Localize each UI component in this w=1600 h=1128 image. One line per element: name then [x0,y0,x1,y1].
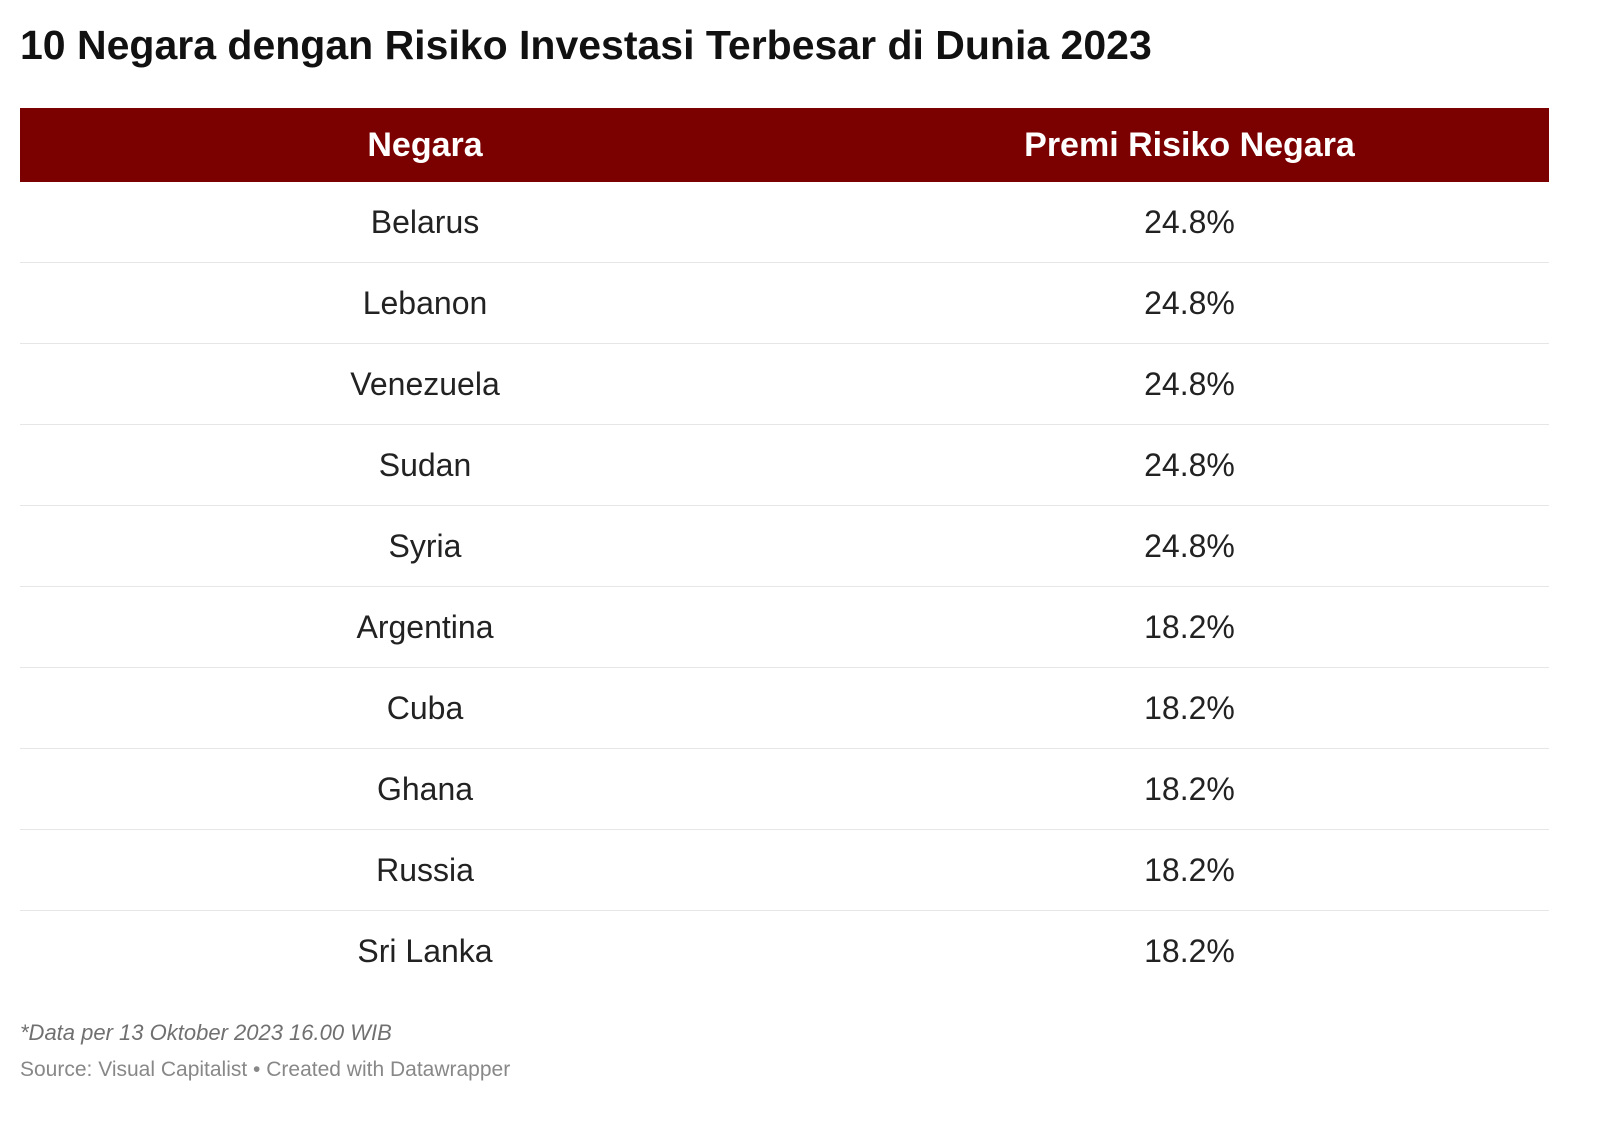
table-body: Belarus 24.8% Lebanon 24.8% Venezuela 24.8% Su… [20,182,1549,991]
cell-risk-premium: 24.8% [1144,446,1235,483]
cell-risk-premium: 18.2% [1144,770,1235,807]
chart-title: 10 Negara dengan Risiko Investasi Terbes… [20,22,1152,68]
cell-risk-premium: 24.8% [1144,365,1235,402]
table-row: Belarus 24.8% [20,182,1549,263]
table-row: Russia 18.2% [20,830,1549,911]
cell-risk-premium: 24.8% [1144,527,1235,564]
cell-country: Syria [388,527,462,564]
source-line: Source: Visual Capitalist • Created with… [20,1058,511,1081]
cell-risk-premium: 18.2% [1144,689,1235,726]
column-header-risk-premium[interactable]: Premi Risiko Negara [1024,125,1355,164]
cell-risk-premium: 24.8% [1144,284,1235,321]
table-row: Sudan 24.8% [20,425,1549,506]
table-row: Argentina 18.2% [20,587,1549,668]
table-header: Negara Premi Risiko Negara [20,108,1549,182]
data-table: Negara Premi Risiko Negara Belarus 24.8% L… [20,108,1549,991]
table-row: Cuba 18.2% [20,668,1549,749]
table-row: Sri Lanka 18.2% [20,911,1549,991]
footnote: *Data per 13 Oktober 2023 16.00 WIB [20,1020,392,1045]
cell-country: Sudan [378,446,472,483]
cell-country: Ghana [376,770,474,807]
cell-country: Belarus [370,203,480,240]
cell-country: Cuba [386,689,464,726]
cell-country: Sri Lanka [357,932,493,969]
cell-country: Argentina [356,608,494,645]
cell-risk-premium: 18.2% [1144,608,1235,645]
cell-risk-premium: 24.8% [1144,203,1235,240]
table-row: Ghana 18.2% [20,749,1549,830]
table-row: Lebanon 24.8% [20,263,1549,344]
cell-country: Venezuela [350,365,500,402]
cell-risk-premium: 18.2% [1144,932,1235,969]
table-row: Venezuela 24.8% [20,344,1549,425]
column-header-country[interactable]: Negara [367,125,483,164]
cell-risk-premium: 18.2% [1144,851,1235,888]
cell-country: Russia [376,851,474,888]
table-row: Syria 24.8% [20,506,1549,587]
cell-country: Lebanon [362,284,488,321]
